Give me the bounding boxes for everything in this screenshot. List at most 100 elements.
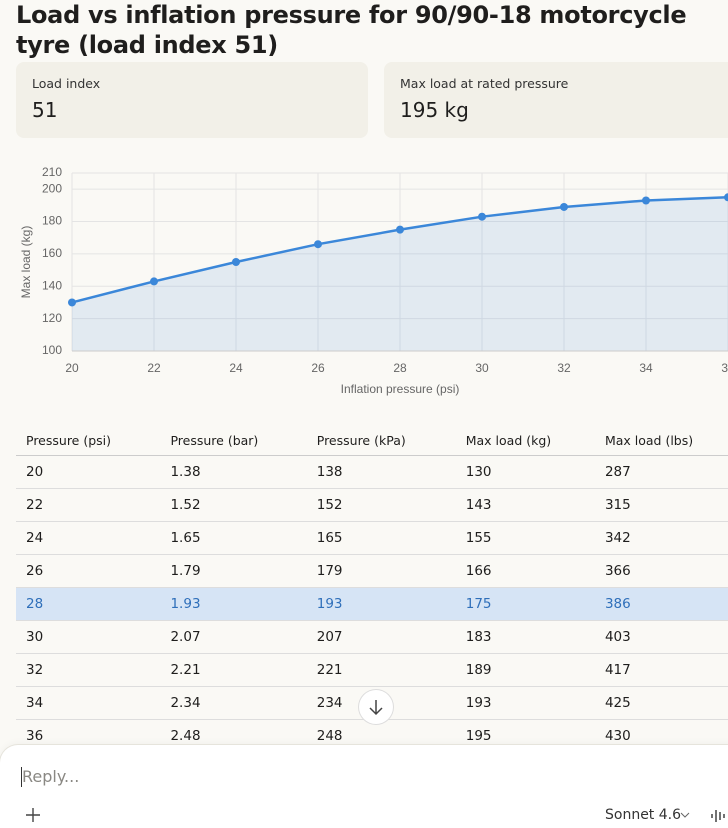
table-cell: 1.93 <box>160 587 307 621</box>
area <box>72 197 728 351</box>
y-tick-label: 180 <box>42 214 62 228</box>
y-tick-label: 210 <box>42 165 62 179</box>
x-axis-title: Inflation pressure (psi) <box>341 382 460 396</box>
column-header: Pressure (kPa) <box>306 425 456 456</box>
table-cell: 425 <box>594 686 728 720</box>
y-tick-label: 100 <box>42 343 62 357</box>
caret <box>21 767 22 787</box>
point <box>232 258 240 266</box>
table-cell: 2.34 <box>160 686 307 720</box>
table-cell: 287 <box>594 455 728 489</box>
table-row: 22 1.52 152 143 315 <box>16 488 728 522</box>
composer: Reply... Sonnet 4.6 <box>0 745 728 828</box>
table-cell: 189 <box>455 653 595 687</box>
table-cell: 2.07 <box>160 620 307 654</box>
x-tick-label: 30 <box>475 361 489 375</box>
table-cell: 1.52 <box>160 488 307 522</box>
card-label: Load index <box>32 76 101 91</box>
table-cell: 143 <box>455 488 595 522</box>
y-tick-label: 120 <box>42 311 62 325</box>
table-cell: 34 <box>16 686 161 720</box>
table-cell: 366 <box>594 554 728 588</box>
column-header: Max load (lbs) <box>594 425 728 456</box>
table-cell: 20 <box>16 455 161 489</box>
card: Load index 51 <box>16 62 368 138</box>
column-header: Max load (kg) <box>455 425 595 456</box>
table-cell: 152 <box>306 488 456 522</box>
table-cell: 30 <box>16 620 161 654</box>
table-cell: 221 <box>306 653 456 687</box>
x-tick-label: 20 <box>65 361 79 375</box>
data-table: Pressure (psi) Pressure (bar) Pressure (kP… <box>16 425 728 753</box>
chart: Inflation pressure (psi) Max load (kg) 1… <box>19 165 728 396</box>
table-row: 24 1.65 165 155 342 <box>16 521 728 555</box>
table-cell: 2.21 <box>160 653 307 687</box>
card-label: Max load at rated pressure <box>400 76 569 91</box>
x-tick-label: 22 <box>147 361 161 375</box>
point <box>68 298 76 307</box>
table-cell: 193 <box>455 686 595 720</box>
point <box>314 240 322 249</box>
table-cell: 166 <box>455 554 595 588</box>
table-cell: 165 <box>306 521 456 555</box>
y-tick-label: 140 <box>42 278 62 292</box>
header-row: Pressure (psi) Pressure (bar) Pressure (kP… <box>16 425 728 456</box>
chevron <box>680 812 690 818</box>
voice-button[interactable] <box>710 807 728 825</box>
column-header: Pressure (psi) <box>16 425 161 456</box>
table-row: 30 2.07 207 183 403 <box>16 620 728 654</box>
x-tick-label: 24 <box>229 361 243 375</box>
table-cell: 138 <box>306 455 456 489</box>
point <box>396 225 404 234</box>
x-tick-label: 32 <box>557 361 571 375</box>
card-value: 195 kg <box>400 98 469 122</box>
table-cell: 175 <box>455 587 595 621</box>
table-cell: 183 <box>455 620 595 654</box>
table-cell: 193 <box>306 587 456 621</box>
table-row: 20 1.38 138 130 287 <box>16 455 728 489</box>
card-value: 51 <box>32 98 58 122</box>
table-cell: 130 <box>455 455 595 489</box>
table-cell: 155 <box>455 521 595 555</box>
table-cell: 22 <box>16 488 161 522</box>
y-tick-label: 160 <box>42 246 62 260</box>
arrow-icon <box>369 700 383 716</box>
y-tick-label: 200 <box>42 181 62 195</box>
x-tick-label: 28 <box>393 361 407 375</box>
x-tick-label: 26 <box>311 361 325 375</box>
title: Load vs inflation pressure for 90/90-18 … <box>16 1 687 59</box>
table-cell: 32 <box>16 653 161 687</box>
point <box>478 212 486 221</box>
table-cell: 403 <box>594 620 728 654</box>
table-cell: 28 <box>16 587 161 621</box>
table-cell: 24 <box>16 521 161 555</box>
table-cell: 1.79 <box>160 554 307 588</box>
reply-input[interactable]: Reply... <box>22 767 80 786</box>
table-cell: 1.65 <box>160 521 307 555</box>
table-cell: 26 <box>16 554 161 588</box>
model-selector[interactable]: Sonnet 4.6 <box>605 807 682 823</box>
table-row: 32 2.21 221 189 417 <box>16 653 728 687</box>
table-body: 20 1.38 138 130 287 22 1.52 152 143 315 24 1.65 165 1… <box>16 455 728 753</box>
table-cell: 417 <box>594 653 728 687</box>
x-tick-label: 34 <box>639 361 653 375</box>
table-cell: 1.38 <box>160 455 307 489</box>
point <box>642 196 650 205</box>
x-tick-label: 36 <box>721 361 728 375</box>
column-header: Pressure (bar) <box>160 425 307 456</box>
y-axis-title: Max load (kg) <box>19 226 33 299</box>
table-cell: 315 <box>594 488 728 522</box>
table-cell: 386 <box>594 587 728 621</box>
table-row: 28 1.93 193 175 386 <box>16 587 728 621</box>
scroll-down-button[interactable] <box>359 690 393 724</box>
table-cell: 179 <box>306 554 456 588</box>
point <box>724 193 728 202</box>
table-cell: 342 <box>594 521 728 555</box>
point <box>150 277 158 286</box>
table-row: 26 1.79 179 166 366 <box>16 554 728 588</box>
point <box>560 202 568 211</box>
card: Max load at rated pressure 195 kg <box>384 62 728 138</box>
add-button[interactable] <box>25 807 41 823</box>
